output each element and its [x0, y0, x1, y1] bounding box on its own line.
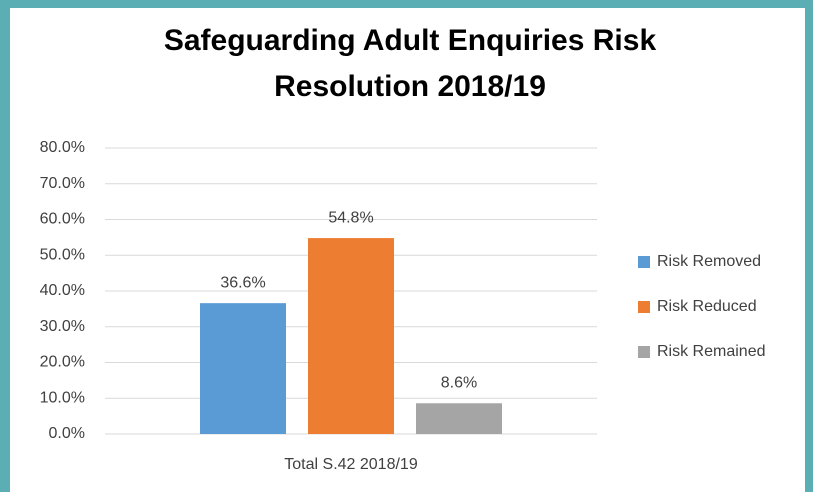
y-tick-label: 0.0% — [49, 425, 85, 442]
y-tick-label: 40.0% — [40, 282, 85, 299]
legend-label: Risk Remained — [657, 343, 765, 360]
y-tick-label: 80.0% — [40, 139, 85, 156]
chart-frame — [10, 8, 805, 492]
legend-swatch — [638, 346, 650, 358]
x-tick-label: Total S.42 2018/19 — [284, 456, 418, 473]
bar — [200, 303, 286, 434]
y-tick-label: 60.0% — [40, 211, 85, 228]
data-label: 8.6% — [441, 374, 477, 391]
legend-swatch — [638, 256, 650, 268]
data-label: 36.6% — [220, 274, 265, 291]
legend-label: Risk Removed — [657, 253, 761, 270]
data-label: 54.8% — [328, 209, 373, 226]
y-tick-label: 70.0% — [40, 175, 85, 192]
y-tick-label: 50.0% — [40, 246, 85, 263]
chart-title: Safeguarding Adult Enquiries Risk Resolu… — [163, 24, 657, 103]
y-tick-label: 10.0% — [40, 389, 85, 406]
y-tick-label: 30.0% — [40, 318, 85, 335]
legend-label: Risk Reduced — [657, 298, 757, 315]
legend-swatch — [638, 301, 650, 313]
bar — [308, 238, 394, 434]
bar — [416, 403, 502, 434]
y-tick-label: 20.0% — [40, 354, 85, 371]
